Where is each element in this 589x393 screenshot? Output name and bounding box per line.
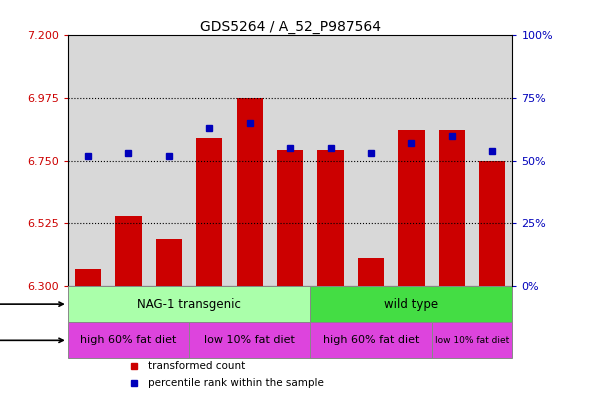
Text: low 10% fat diet: low 10% fat diet: [435, 336, 509, 345]
Text: protocol: protocol: [0, 335, 63, 345]
Bar: [189, 322, 310, 358]
Bar: [237, 98, 263, 286]
Text: high 60% fat diet: high 60% fat diet: [323, 335, 419, 345]
Bar: [310, 322, 432, 358]
Bar: [310, 286, 512, 322]
Bar: [189, 35, 230, 286]
Bar: [358, 258, 384, 286]
Bar: [155, 239, 182, 286]
Bar: [350, 35, 391, 286]
Bar: [391, 35, 432, 286]
Title: GDS5264 / A_52_P987564: GDS5264 / A_52_P987564: [200, 20, 380, 34]
Bar: [68, 35, 108, 286]
Bar: [115, 217, 141, 286]
Bar: [472, 35, 512, 286]
Bar: [479, 161, 505, 286]
Bar: [432, 35, 472, 286]
Bar: [398, 130, 425, 286]
Text: genotype/variation: genotype/variation: [0, 299, 63, 309]
Bar: [108, 35, 148, 286]
Text: percentile rank within the sample: percentile rank within the sample: [148, 378, 323, 388]
Bar: [68, 286, 310, 322]
Bar: [432, 322, 512, 358]
Bar: [439, 130, 465, 286]
Bar: [196, 138, 223, 286]
Text: transformed count: transformed count: [148, 361, 245, 371]
Bar: [68, 322, 189, 358]
Bar: [148, 35, 189, 286]
Text: high 60% fat diet: high 60% fat diet: [80, 335, 177, 345]
Bar: [317, 150, 343, 286]
Text: NAG-1 transgenic: NAG-1 transgenic: [137, 298, 241, 310]
Text: low 10% fat diet: low 10% fat diet: [204, 335, 295, 345]
Text: wild type: wild type: [384, 298, 438, 310]
Bar: [75, 269, 101, 286]
Bar: [277, 150, 303, 286]
Bar: [230, 35, 270, 286]
Bar: [270, 35, 310, 286]
Bar: [310, 35, 350, 286]
